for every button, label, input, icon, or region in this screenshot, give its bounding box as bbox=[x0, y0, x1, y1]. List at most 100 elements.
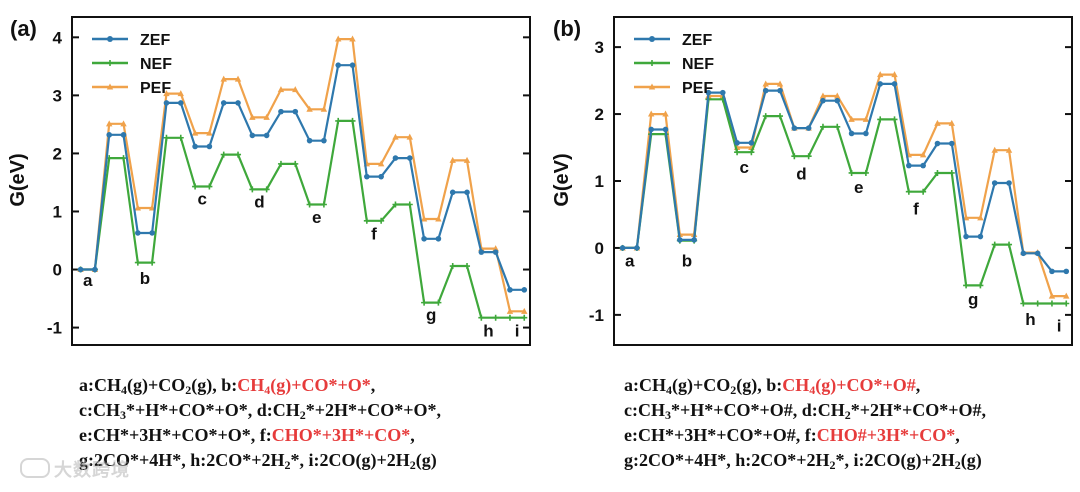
data-point-pef bbox=[463, 156, 471, 163]
legend-marker-pef bbox=[106, 83, 114, 90]
y-tick-label: 3 bbox=[53, 86, 62, 105]
data-point-pef bbox=[891, 71, 898, 78]
caption-b: a:CH4(g)+CO2(g), b:CH4(g)+CO*+O#, c:CH3*… bbox=[624, 373, 986, 473]
data-point-nef bbox=[819, 123, 826, 130]
series-line-zef bbox=[622, 82, 1067, 273]
data-point-nef bbox=[862, 169, 869, 176]
data-point-zef bbox=[464, 189, 470, 196]
data-point-pef bbox=[662, 110, 669, 117]
data-point-nef bbox=[378, 217, 385, 224]
data-point-pef bbox=[834, 92, 841, 99]
state-label-c: c bbox=[740, 158, 749, 177]
data-point-nef bbox=[934, 169, 941, 176]
state-label-h: h bbox=[1025, 310, 1035, 329]
data-point-pef bbox=[919, 151, 927, 158]
data-point-zef bbox=[748, 140, 755, 146]
data-point-zef bbox=[392, 155, 399, 161]
data-point-zef bbox=[135, 230, 141, 236]
state-label-a: a bbox=[83, 271, 93, 290]
state-label-i: i bbox=[515, 321, 520, 340]
data-point-pef bbox=[406, 133, 413, 140]
legend-label-nef: NEF bbox=[682, 56, 714, 73]
data-point-pef bbox=[521, 307, 528, 314]
data-point-zef bbox=[834, 97, 841, 104]
data-point-nef bbox=[192, 183, 199, 190]
data-point-nef bbox=[1034, 300, 1041, 307]
data-point-nef bbox=[991, 241, 998, 248]
data-point-nef bbox=[320, 201, 327, 208]
state-label-c: c bbox=[198, 190, 207, 209]
caption-highlight: CHO#+3H*+CO* bbox=[816, 425, 956, 445]
data-point-nef bbox=[734, 149, 741, 156]
data-point-zef bbox=[877, 81, 884, 87]
data-point-nef bbox=[1048, 300, 1055, 307]
data-point-pef bbox=[335, 35, 342, 42]
data-point-nef bbox=[891, 116, 898, 123]
data-point-nef bbox=[163, 134, 170, 141]
data-point-nef bbox=[877, 116, 884, 123]
state-label-e: e bbox=[854, 178, 863, 197]
y-axis-label: G(eV) bbox=[7, 153, 29, 206]
data-point-pef bbox=[320, 105, 328, 112]
data-point-zef bbox=[378, 173, 384, 180]
panel-label: (b) bbox=[553, 16, 581, 41]
data-point-zef bbox=[321, 137, 327, 144]
data-point-nef bbox=[421, 299, 428, 306]
data-point-nef bbox=[1063, 300, 1070, 307]
legend-marker-pef bbox=[648, 83, 656, 90]
data-point-nef bbox=[521, 314, 528, 321]
data-point-pef bbox=[877, 71, 884, 78]
data-point-nef bbox=[449, 263, 456, 270]
data-point-zef bbox=[478, 249, 485, 255]
data-point-pef bbox=[177, 90, 184, 97]
data-point-zef bbox=[648, 126, 655, 133]
data-point-nef bbox=[406, 201, 413, 208]
plot-frame bbox=[71, 16, 531, 346]
data-point-zef bbox=[1034, 250, 1041, 257]
data-point-pef bbox=[934, 119, 941, 126]
data-point-zef bbox=[963, 233, 969, 240]
data-point-zef bbox=[421, 235, 427, 242]
data-point-nef bbox=[149, 259, 156, 266]
data-point-zef bbox=[891, 81, 898, 87]
data-point-zef bbox=[492, 249, 499, 255]
data-point-pef bbox=[134, 204, 142, 211]
data-point-pef bbox=[349, 35, 356, 42]
caption-a-line-3: e:CH*+3H*+CO*+O*, f:CHO*+3H*+CO*, bbox=[79, 425, 415, 445]
state-label-g: g bbox=[426, 306, 436, 325]
data-point-nef bbox=[1006, 241, 1013, 248]
caption-a-line-1: a:CH4(g)+CO2(g), b:CH4(g)+CO*+O*, bbox=[79, 375, 376, 397]
data-point-nef bbox=[335, 117, 342, 124]
data-point-nef bbox=[963, 282, 970, 289]
data-point-zef bbox=[991, 180, 998, 186]
data-point-nef bbox=[392, 201, 399, 208]
chart-panel-a: (a) -1 0 1 2 3 4 G(eV) a b c d e f g h i ZEF NEF PEF bbox=[7, 16, 531, 346]
caption-a-line-4: g:2CO*+4H*, h:2CO*+2H2*, i:2CO(g)+2H2(g) bbox=[79, 450, 437, 472]
data-point-nef bbox=[206, 183, 213, 190]
data-point-zef bbox=[863, 130, 869, 137]
data-point-pef bbox=[948, 119, 955, 126]
data-point-zef bbox=[677, 237, 683, 243]
data-point-pef bbox=[163, 90, 170, 97]
data-point-zef bbox=[1063, 268, 1070, 275]
data-point-pef bbox=[819, 92, 827, 99]
data-point-pef bbox=[234, 75, 242, 82]
state-label-b: b bbox=[682, 252, 692, 271]
data-point-zef bbox=[406, 155, 413, 161]
data-point-pef bbox=[263, 113, 270, 120]
data-point-pef bbox=[249, 113, 256, 120]
data-point-pef bbox=[420, 215, 428, 222]
state-label-d: d bbox=[254, 192, 264, 211]
data-point-zef bbox=[934, 140, 941, 147]
series-line-nef bbox=[622, 98, 1067, 305]
panel-label: (a) bbox=[10, 16, 37, 41]
data-point-zef bbox=[719, 89, 726, 96]
watermark: 大数跨境 bbox=[20, 456, 130, 482]
data-point-nef bbox=[134, 259, 141, 266]
data-point-zef bbox=[521, 287, 528, 293]
data-point-nef bbox=[777, 113, 784, 120]
series-line-nef bbox=[80, 119, 525, 319]
data-point-zef bbox=[149, 230, 155, 236]
data-point-nef bbox=[435, 299, 442, 306]
